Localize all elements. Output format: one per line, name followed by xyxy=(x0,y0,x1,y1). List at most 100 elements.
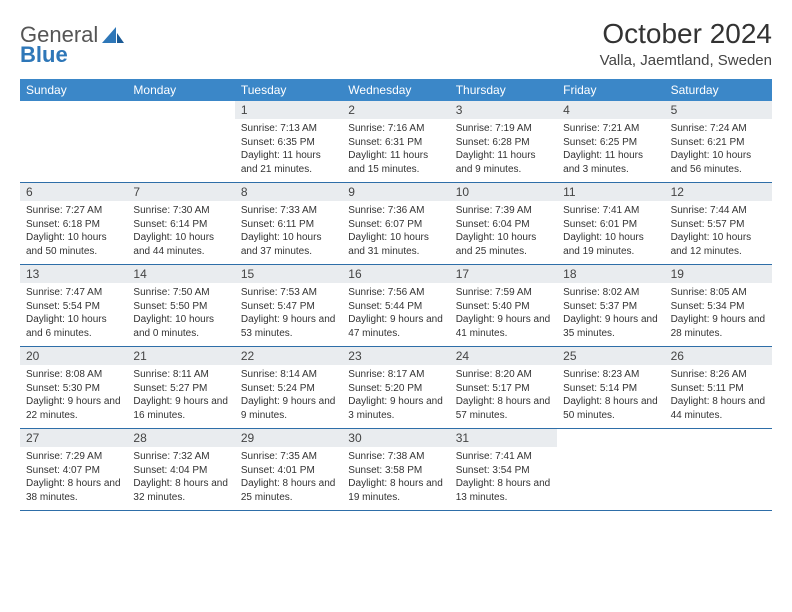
sunset-text: Sunset: 6:07 PM xyxy=(348,218,443,232)
daylight-text: Daylight: 11 hours and 15 minutes. xyxy=(348,149,443,176)
day-cell: 20Sunrise: 8:08 AMSunset: 5:30 PMDayligh… xyxy=(20,347,127,428)
day-body: Sunrise: 8:20 AMSunset: 5:17 PMDaylight:… xyxy=(450,365,557,428)
sunrise-text: Sunrise: 8:14 AM xyxy=(241,368,336,382)
sunrise-text: Sunrise: 8:20 AM xyxy=(456,368,551,382)
day-body: Sunrise: 8:14 AMSunset: 5:24 PMDaylight:… xyxy=(235,365,342,428)
day-body: Sunrise: 7:41 AMSunset: 6:01 PMDaylight:… xyxy=(557,201,664,264)
day-number: 29 xyxy=(235,429,342,447)
day-cell: 25Sunrise: 8:23 AMSunset: 5:14 PMDayligh… xyxy=(557,347,664,428)
daylight-text: Daylight: 11 hours and 21 minutes. xyxy=(241,149,336,176)
sunset-text: Sunset: 5:47 PM xyxy=(241,300,336,314)
daylight-text: Daylight: 9 hours and 28 minutes. xyxy=(671,313,766,340)
sunset-text: Sunset: 5:17 PM xyxy=(456,382,551,396)
day-cell: 18Sunrise: 8:02 AMSunset: 5:37 PMDayligh… xyxy=(557,265,664,346)
sunset-text: Sunset: 3:54 PM xyxy=(456,464,551,478)
daylight-text: Daylight: 10 hours and 6 minutes. xyxy=(26,313,121,340)
daylight-text: Daylight: 9 hours and 16 minutes. xyxy=(133,395,228,422)
sunset-text: Sunset: 3:58 PM xyxy=(348,464,443,478)
daylight-text: Daylight: 9 hours and 35 minutes. xyxy=(563,313,658,340)
sunrise-text: Sunrise: 8:02 AM xyxy=(563,286,658,300)
day-body: Sunrise: 7:29 AMSunset: 4:07 PMDaylight:… xyxy=(20,447,127,510)
day-body: Sunrise: 8:02 AMSunset: 5:37 PMDaylight:… xyxy=(557,283,664,346)
daylight-text: Daylight: 9 hours and 47 minutes. xyxy=(348,313,443,340)
weekday-label: Tuesday xyxy=(235,79,342,101)
sunrise-text: Sunrise: 8:23 AM xyxy=(563,368,658,382)
sunset-text: Sunset: 4:01 PM xyxy=(241,464,336,478)
day-cell: 26Sunrise: 8:26 AMSunset: 5:11 PMDayligh… xyxy=(665,347,772,428)
day-cell xyxy=(127,101,234,182)
header: General October 2024 Valla, Jaemtland, S… xyxy=(20,18,772,69)
day-cell: 11Sunrise: 7:41 AMSunset: 6:01 PMDayligh… xyxy=(557,183,664,264)
day-body: Sunrise: 8:11 AMSunset: 5:27 PMDaylight:… xyxy=(127,365,234,428)
day-number: 23 xyxy=(342,347,449,365)
daylight-text: Daylight: 10 hours and 25 minutes. xyxy=(456,231,551,258)
day-number: 13 xyxy=(20,265,127,283)
sunset-text: Sunset: 5:34 PM xyxy=(671,300,766,314)
day-body: Sunrise: 7:33 AMSunset: 6:11 PMDaylight:… xyxy=(235,201,342,264)
day-body xyxy=(665,433,772,495)
daylight-text: Daylight: 10 hours and 37 minutes. xyxy=(241,231,336,258)
day-body: Sunrise: 8:08 AMSunset: 5:30 PMDaylight:… xyxy=(20,365,127,428)
day-number: 7 xyxy=(127,183,234,201)
day-body: Sunrise: 7:38 AMSunset: 3:58 PMDaylight:… xyxy=(342,447,449,510)
daylight-text: Daylight: 10 hours and 50 minutes. xyxy=(26,231,121,258)
weekday-label: Friday xyxy=(557,79,664,101)
day-body: Sunrise: 7:27 AMSunset: 6:18 PMDaylight:… xyxy=(20,201,127,264)
day-number: 1 xyxy=(235,101,342,119)
sunset-text: Sunset: 5:40 PM xyxy=(456,300,551,314)
daylight-text: Daylight: 8 hours and 32 minutes. xyxy=(133,477,228,504)
day-body: Sunrise: 8:23 AMSunset: 5:14 PMDaylight:… xyxy=(557,365,664,428)
daylight-text: Daylight: 10 hours and 44 minutes. xyxy=(133,231,228,258)
sunrise-text: Sunrise: 7:13 AM xyxy=(241,122,336,136)
daylight-text: Daylight: 9 hours and 3 minutes. xyxy=(348,395,443,422)
sunrise-text: Sunrise: 8:08 AM xyxy=(26,368,121,382)
sunrise-text: Sunrise: 7:27 AM xyxy=(26,204,121,218)
sunrise-text: Sunrise: 7:59 AM xyxy=(456,286,551,300)
day-body: Sunrise: 7:44 AMSunset: 5:57 PMDaylight:… xyxy=(665,201,772,264)
day-number: 31 xyxy=(450,429,557,447)
sunrise-text: Sunrise: 7:38 AM xyxy=(348,450,443,464)
sunset-text: Sunset: 5:24 PM xyxy=(241,382,336,396)
brand-part2: Blue xyxy=(20,42,68,68)
day-body: Sunrise: 7:59 AMSunset: 5:40 PMDaylight:… xyxy=(450,283,557,346)
daylight-text: Daylight: 10 hours and 56 minutes. xyxy=(671,149,766,176)
day-number: 30 xyxy=(342,429,449,447)
day-cell: 5Sunrise: 7:24 AMSunset: 6:21 PMDaylight… xyxy=(665,101,772,182)
day-number: 16 xyxy=(342,265,449,283)
sunset-text: Sunset: 6:25 PM xyxy=(563,136,658,150)
day-body: Sunrise: 7:32 AMSunset: 4:04 PMDaylight:… xyxy=(127,447,234,510)
day-cell: 9Sunrise: 7:36 AMSunset: 6:07 PMDaylight… xyxy=(342,183,449,264)
day-body: Sunrise: 7:13 AMSunset: 6:35 PMDaylight:… xyxy=(235,119,342,182)
daylight-text: Daylight: 8 hours and 57 minutes. xyxy=(456,395,551,422)
sunset-text: Sunset: 4:04 PM xyxy=(133,464,228,478)
sunset-text: Sunset: 6:21 PM xyxy=(671,136,766,150)
daylight-text: Daylight: 9 hours and 9 minutes. xyxy=(241,395,336,422)
weeks-container: 1Sunrise: 7:13 AMSunset: 6:35 PMDaylight… xyxy=(20,101,772,511)
weekday-label: Thursday xyxy=(450,79,557,101)
day-cell: 28Sunrise: 7:32 AMSunset: 4:04 PMDayligh… xyxy=(127,429,234,510)
sunrise-text: Sunrise: 7:39 AM xyxy=(456,204,551,218)
sunset-text: Sunset: 5:57 PM xyxy=(671,218,766,232)
day-number: 9 xyxy=(342,183,449,201)
sunset-text: Sunset: 5:44 PM xyxy=(348,300,443,314)
week-row: 27Sunrise: 7:29 AMSunset: 4:07 PMDayligh… xyxy=(20,429,772,511)
day-cell: 15Sunrise: 7:53 AMSunset: 5:47 PMDayligh… xyxy=(235,265,342,346)
daylight-text: Daylight: 8 hours and 19 minutes. xyxy=(348,477,443,504)
day-body: Sunrise: 7:24 AMSunset: 6:21 PMDaylight:… xyxy=(665,119,772,182)
sunset-text: Sunset: 5:54 PM xyxy=(26,300,121,314)
daylight-text: Daylight: 8 hours and 25 minutes. xyxy=(241,477,336,504)
day-cell xyxy=(20,101,127,182)
day-body: Sunrise: 7:53 AMSunset: 5:47 PMDaylight:… xyxy=(235,283,342,346)
day-body: Sunrise: 7:56 AMSunset: 5:44 PMDaylight:… xyxy=(342,283,449,346)
page-title: October 2024 xyxy=(600,18,772,50)
sunrise-text: Sunrise: 8:17 AM xyxy=(348,368,443,382)
day-body: Sunrise: 7:21 AMSunset: 6:25 PMDaylight:… xyxy=(557,119,664,182)
day-cell: 23Sunrise: 8:17 AMSunset: 5:20 PMDayligh… xyxy=(342,347,449,428)
weekday-label: Wednesday xyxy=(342,79,449,101)
day-cell: 3Sunrise: 7:19 AMSunset: 6:28 PMDaylight… xyxy=(450,101,557,182)
day-cell xyxy=(665,429,772,510)
day-number: 25 xyxy=(557,347,664,365)
sunset-text: Sunset: 6:31 PM xyxy=(348,136,443,150)
calendar-grid: Sunday Monday Tuesday Wednesday Thursday… xyxy=(20,79,772,511)
daylight-text: Daylight: 10 hours and 0 minutes. xyxy=(133,313,228,340)
